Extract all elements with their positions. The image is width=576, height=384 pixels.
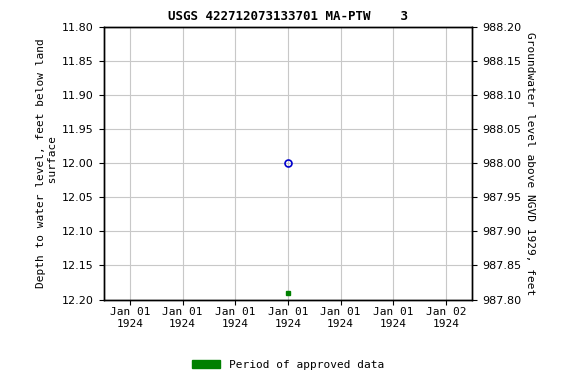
Title: USGS 422712073133701 MA-PTW    3: USGS 422712073133701 MA-PTW 3 — [168, 10, 408, 23]
Y-axis label: Depth to water level, feet below land
 surface: Depth to water level, feet below land su… — [36, 38, 58, 288]
Legend: Period of approved data: Period of approved data — [188, 356, 388, 375]
Y-axis label: Groundwater level above NGVD 1929, feet: Groundwater level above NGVD 1929, feet — [525, 31, 535, 295]
